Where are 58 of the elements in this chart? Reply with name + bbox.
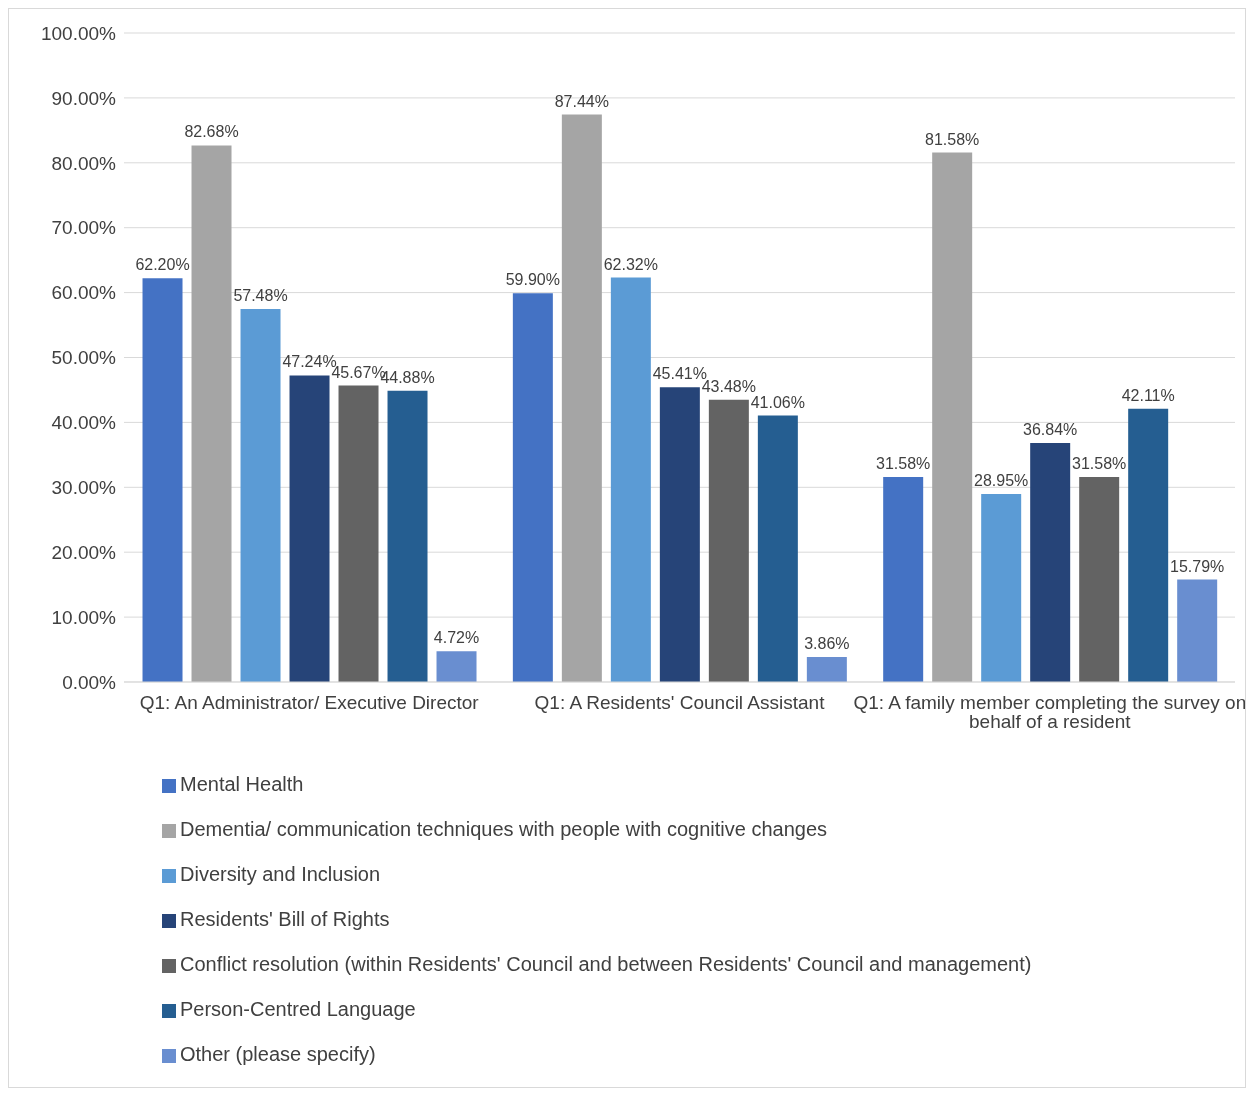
bar	[436, 651, 477, 682]
bar	[1030, 442, 1071, 682]
x-tick-label: Q1: A Residents' Council Assistant	[534, 692, 826, 714]
bar	[1128, 408, 1169, 682]
data-label: 15.79%	[1170, 557, 1225, 575]
data-label: 41.06%	[750, 393, 805, 411]
data-label: 28.95%	[974, 472, 1029, 490]
legend-label: Residents' Bill of Rights	[180, 908, 390, 930]
data-label: 87.44%	[554, 92, 609, 110]
bar	[512, 293, 553, 682]
y-tick-label: 20.00%	[51, 541, 117, 563]
x-tick-label: Q1: An Administrator/ Executive Director	[139, 692, 480, 714]
legend-label: Dementia/ communication techniques with people with cognitive changes	[180, 818, 828, 840]
data-label: 4.72%	[433, 629, 480, 647]
y-tick-label: 90.00%	[51, 87, 117, 109]
bar	[806, 656, 847, 682]
y-tick-label: 40.00%	[51, 412, 117, 434]
y-tick-label: 80.00%	[51, 152, 117, 174]
data-label: 3.86%	[804, 634, 850, 652]
y-tick-label: 10.00%	[51, 606, 117, 628]
y-tick-label: 70.00%	[51, 217, 117, 239]
y-tick-label: 60.00%	[51, 282, 117, 304]
bar	[1079, 477, 1120, 682]
y-tick-label: 30.00%	[51, 477, 117, 499]
legend-label: Conflict resolution (within Residents' Council and between Residents' Council and management)	[180, 953, 1032, 975]
bar	[659, 387, 700, 682]
bar	[142, 278, 183, 682]
data-label: 42.11%	[1121, 386, 1175, 404]
legend-label: Other (please specify)	[180, 1043, 376, 1065]
legend-label: Diversity and Inclusion	[180, 863, 381, 885]
legend-label: Person-Centred Language	[180, 998, 416, 1020]
bar	[981, 494, 1022, 682]
legend-label: Mental Health	[180, 773, 304, 795]
x-tick-label: Q1: A family member completing the survey on behalf of a resident	[853, 692, 1247, 733]
bar	[387, 390, 428, 682]
bar	[757, 415, 798, 682]
bar	[561, 114, 602, 682]
bar	[883, 477, 924, 682]
bar	[708, 399, 749, 682]
bar	[240, 308, 281, 682]
bar	[610, 277, 651, 682]
data-label: 62.32%	[603, 255, 658, 273]
data-label: 59.90%	[505, 271, 560, 289]
data-label: 31.58%	[876, 455, 931, 473]
data-label: 81.58%	[925, 130, 980, 148]
data-label: 57.48%	[233, 286, 288, 304]
bar	[289, 375, 330, 682]
y-tick-label: 0.00%	[62, 671, 117, 693]
bar	[191, 145, 232, 682]
bar	[338, 385, 379, 682]
y-tick-label: 100.00%	[40, 22, 117, 44]
data-label: 36.84%	[1023, 420, 1078, 438]
bar	[1177, 579, 1218, 682]
data-label: 62.20%	[135, 256, 190, 274]
y-tick-label: 50.00%	[51, 347, 117, 369]
data-label: 82.68%	[184, 123, 239, 141]
data-label: 31.58%	[1072, 455, 1127, 473]
bar	[932, 152, 973, 682]
